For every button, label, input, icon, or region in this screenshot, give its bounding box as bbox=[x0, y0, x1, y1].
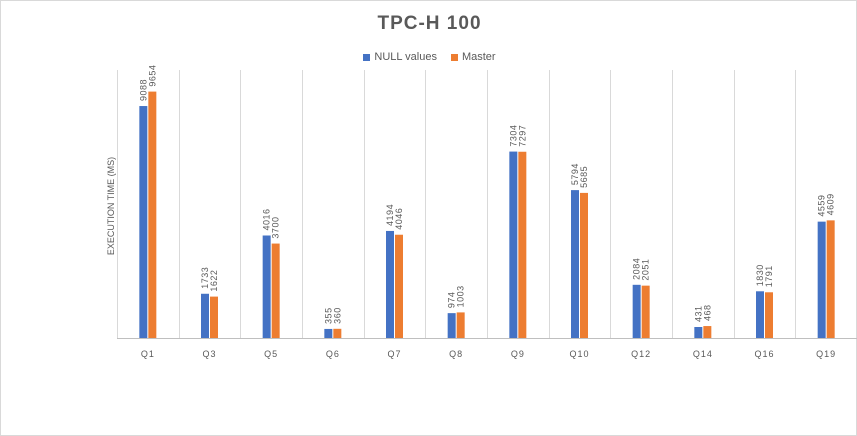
data-label-q3-master: 1622 bbox=[209, 270, 219, 292]
data-label-q8-null-values: 974 bbox=[447, 292, 457, 309]
data-label-q5-null-values: 4016 bbox=[262, 208, 272, 230]
bar-q9-master bbox=[518, 151, 527, 338]
bar-q6-master bbox=[333, 328, 342, 338]
data-label-q12-master: 2051 bbox=[641, 259, 651, 281]
x-tick-label-q12: Q12 bbox=[631, 349, 651, 359]
bar-q9-null-values bbox=[509, 151, 518, 338]
x-tick-label-q10: Q10 bbox=[569, 349, 589, 359]
data-label-q6-null-values: 355 bbox=[323, 307, 333, 324]
x-tick-label-q6: Q6 bbox=[326, 349, 340, 359]
legend-label-null-values: NULL values bbox=[374, 51, 437, 63]
x-tick-label-q8: Q8 bbox=[449, 349, 463, 359]
bar-q3-null-values bbox=[201, 293, 209, 338]
legend: NULL values Master bbox=[1, 51, 857, 63]
bar-q10-master bbox=[580, 192, 588, 338]
legend-label-master: Master bbox=[461, 51, 496, 63]
data-label-q16-null-values: 1830 bbox=[755, 264, 765, 286]
bar-q19-master bbox=[826, 220, 835, 338]
data-label-q1-master: 9654 bbox=[147, 65, 157, 87]
bar-q12-null-values bbox=[632, 284, 641, 338]
data-label-q9-null-values: 7304 bbox=[508, 125, 518, 147]
bar-q1-master bbox=[148, 91, 157, 338]
data-label-q14-master: 468 bbox=[702, 305, 712, 322]
x-tick-label-q19: Q19 bbox=[816, 349, 836, 359]
bar-q8-null-values bbox=[447, 313, 456, 338]
bar-q16-master bbox=[765, 292, 773, 338]
bar-q16-null-values bbox=[756, 291, 764, 338]
legend-swatch-null-values bbox=[363, 53, 371, 61]
data-label-q14-null-values: 431 bbox=[693, 305, 703, 322]
data-label-q10-master: 5685 bbox=[579, 166, 589, 188]
data-label-q5-master: 3700 bbox=[271, 217, 281, 239]
data-label-q10-null-values: 5794 bbox=[570, 163, 580, 185]
legend-item-master: Master bbox=[450, 51, 496, 63]
bar-q8-master bbox=[456, 312, 465, 338]
bar-q14-null-values bbox=[694, 326, 703, 338]
data-label-q6-master: 360 bbox=[332, 307, 342, 324]
bar-q12-master bbox=[641, 285, 650, 338]
legend-swatch-master bbox=[450, 53, 458, 61]
chart-title: TPC-H 100 bbox=[377, 13, 482, 34]
bar-q14-master bbox=[703, 326, 712, 338]
data-label-q3-null-values: 1733 bbox=[200, 267, 210, 289]
bar-q19-null-values bbox=[817, 221, 826, 338]
data-label-q1-null-values: 9088 bbox=[138, 79, 148, 101]
bar-q6-null-values bbox=[324, 328, 333, 338]
x-tick-label-q3: Q3 bbox=[202, 349, 216, 359]
bar-q3-master bbox=[210, 296, 218, 338]
bar-q7-master bbox=[395, 234, 403, 338]
bar-q7-null-values bbox=[386, 230, 394, 338]
bar-q1-null-values bbox=[139, 106, 148, 339]
data-label-q8-master: 1003 bbox=[456, 285, 466, 307]
data-label-q19-master: 4609 bbox=[826, 193, 836, 215]
x-tick-label-q9: Q9 bbox=[511, 349, 525, 359]
bar-q10-null-values bbox=[571, 190, 579, 338]
x-tick-label-q14: Q14 bbox=[693, 349, 713, 359]
data-label-q16-master: 1791 bbox=[764, 265, 774, 287]
data-label-q12-null-values: 2084 bbox=[632, 258, 642, 280]
data-label-q7-null-values: 4194 bbox=[385, 204, 395, 226]
x-tick-label-q1: Q1 bbox=[141, 349, 155, 359]
data-label-q7-master: 4046 bbox=[394, 208, 404, 230]
x-tick-label-q7: Q7 bbox=[387, 349, 401, 359]
data-label-q19-null-values: 4559 bbox=[817, 195, 827, 217]
data-label-q9-master: 7297 bbox=[517, 125, 527, 147]
x-tick-label-q16: Q16 bbox=[754, 349, 774, 359]
bar-q5-null-values bbox=[262, 235, 271, 338]
bar-q5-master bbox=[271, 243, 280, 338]
x-tick-label-q5: Q5 bbox=[264, 349, 278, 359]
legend-item-null-values: NULL values bbox=[363, 51, 437, 63]
